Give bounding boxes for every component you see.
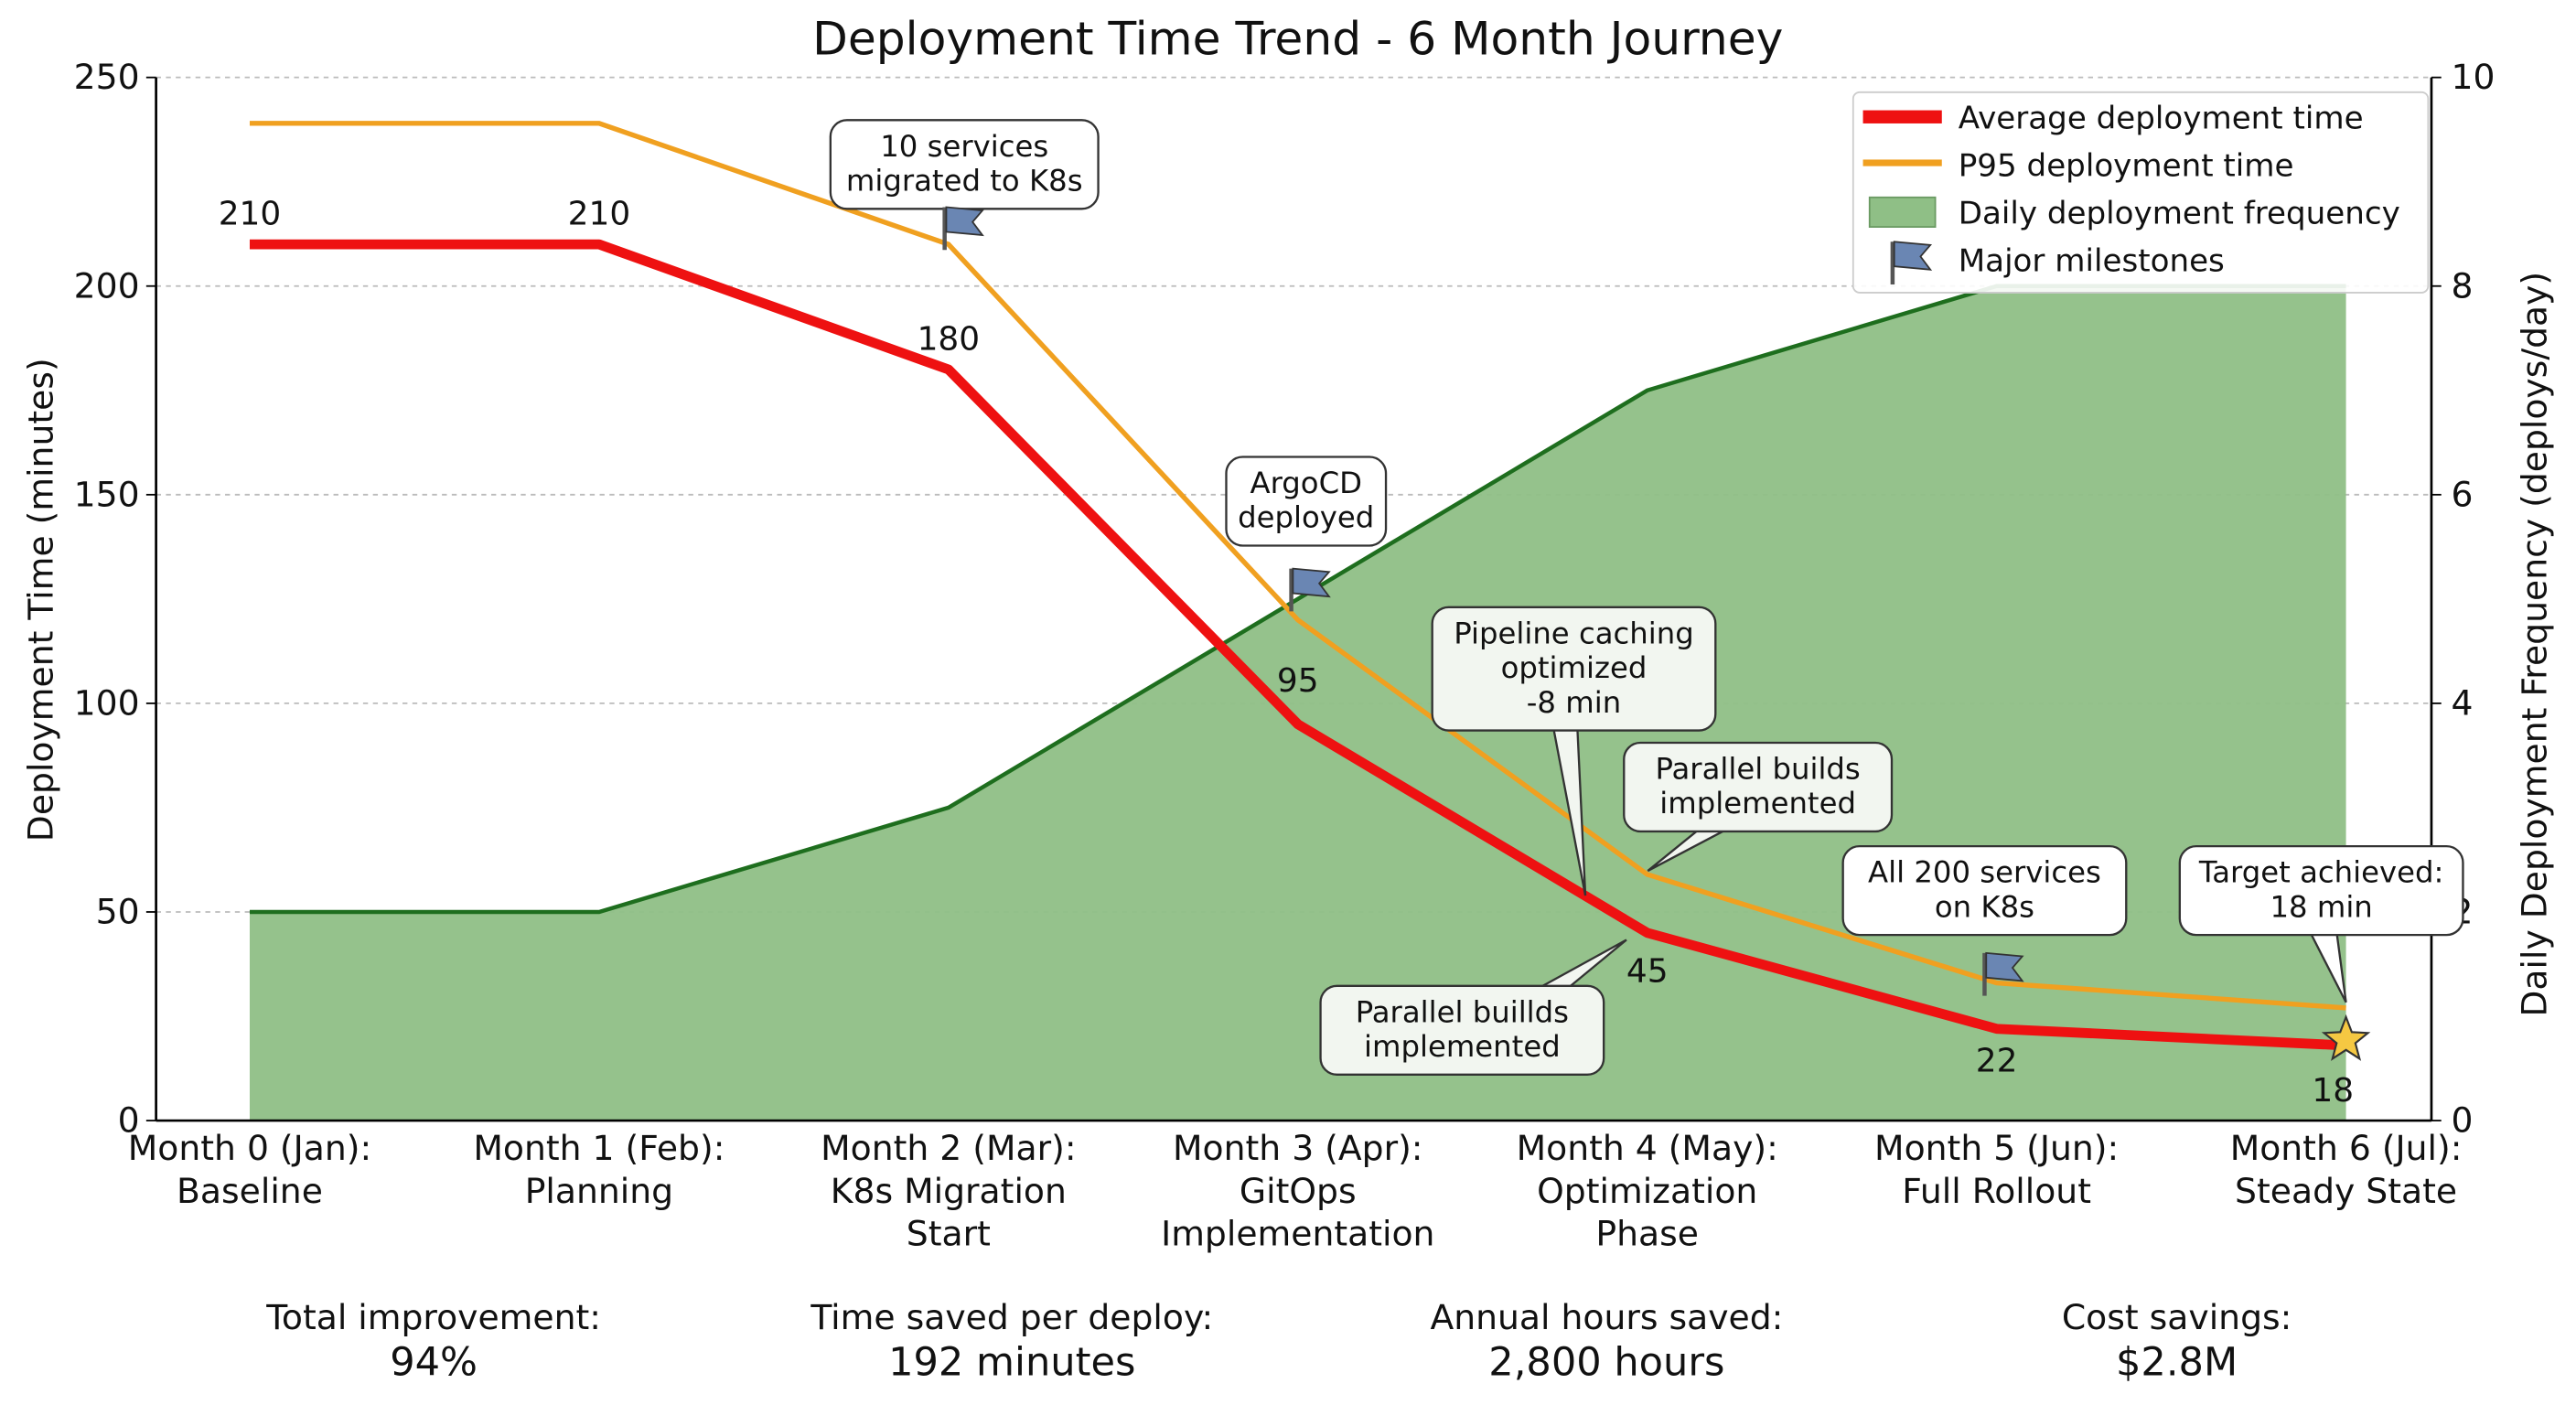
data-label: 18 (2312, 1072, 2354, 1110)
flag-icon (1890, 241, 1933, 284)
annotation-text: optimized (1501, 650, 1648, 685)
annotation-text: deployed (1238, 500, 1374, 535)
legend: Average deployment time P95 deployment ti… (1852, 91, 2430, 294)
annotation-text: Pipeline caching (1454, 616, 1694, 650)
data-label: 180 (918, 320, 981, 358)
y-tick-label: 200 (74, 265, 140, 306)
y2-tick-label: 8 (2452, 265, 2474, 306)
data-label: 95 (1277, 662, 1319, 700)
annotation-text: Target achieved: (2198, 855, 2444, 890)
flag-icon (1982, 951, 2024, 996)
stat-value: $2.8M (2116, 1339, 2238, 1385)
annotation-box (1623, 741, 1894, 833)
x-tick-label: Month 6 (Jul): (2230, 1128, 2463, 1168)
star-icon (2321, 1014, 2371, 1061)
legend-box (1852, 91, 2430, 294)
x-tick-label: Baseline (177, 1171, 323, 1211)
summary-stats: Total improvement:94% Time saved per depl… (265, 1297, 2292, 1385)
flag-icon (942, 206, 984, 251)
y-tick-label: 250 (74, 57, 140, 97)
flag-cloth (1985, 951, 2024, 982)
annotation-text: implemented (1659, 786, 1856, 820)
annotation-pointer (1551, 723, 1587, 896)
annotation-text: migrated to K8s (846, 164, 1083, 198)
data-label: 22 (1976, 1042, 2018, 1079)
x-tick-label: Start (907, 1214, 991, 1254)
data-labels: 210 210 180 95 45 22 18 (219, 196, 2354, 1110)
annotation-box (1841, 844, 2128, 937)
annotation-box (1319, 984, 1605, 1076)
annotation-text: -8 min (1527, 685, 1621, 720)
annotation-text: Parallel builds (1655, 752, 1860, 787)
flag-cloth (1292, 567, 1331, 598)
stat-value: 192 minutes (888, 1339, 1135, 1385)
y-tick-label: 150 (74, 474, 140, 514)
legend-swatch-average (1862, 110, 1942, 123)
annotation-text: implemented (1364, 1029, 1561, 1064)
annotation-text: All 200 services (1868, 855, 2101, 890)
x-tick-label: Optimization (1537, 1171, 1757, 1211)
stat-label: Total improvement: (265, 1297, 601, 1337)
data-label: 45 (1626, 953, 1669, 991)
y2-tick-label: 0 (2452, 1100, 2474, 1141)
p95-line (249, 121, 2346, 1011)
flag-cloth (945, 206, 984, 237)
y-axis-label: Deployment Time (minutes) (20, 358, 60, 842)
annotation-text: ArgoCD (1250, 466, 1362, 500)
series-lines (249, 121, 2346, 1051)
x-tick-label: GitOps (1240, 1171, 1357, 1211)
legend-label: P95 deployment time (1959, 147, 2294, 184)
annotation-text: 18 min (2270, 889, 2372, 924)
axes: 0501001502002500246810Month 0 (Jan):Base… (74, 57, 2496, 1253)
stat-label: Cost savings: (2062, 1297, 2292, 1337)
stat-value: 94% (390, 1339, 478, 1385)
x-tick-label: Steady State (2235, 1171, 2457, 1211)
y-tick-label: 0 (118, 1100, 140, 1141)
x-tick-label: Full Rollout (1902, 1171, 2091, 1211)
average-line (249, 239, 2346, 1051)
chart-title: Deployment Time Trend - 6 Month Journey (812, 12, 1783, 66)
x-tick-label: Planning (525, 1171, 673, 1211)
x-tick-label: Month 5 (Jun): (1874, 1128, 2119, 1168)
annotation-text: 10 services (880, 129, 1048, 164)
x-tick-label: Month 1 (Feb): (473, 1128, 724, 1168)
x-tick-label: Month 2 (Mar): (821, 1128, 1076, 1168)
y-tick-label: 50 (96, 892, 140, 932)
legend-swatch-p95 (1862, 159, 1942, 166)
legend-swatch-frequency (1868, 196, 1937, 228)
data-label: 210 (219, 196, 282, 233)
x-tick-label: Implementation (1161, 1214, 1434, 1254)
x-tick-label: Month 4 (May): (1517, 1128, 1778, 1168)
annotation-text: Parallel buillds (1356, 994, 1569, 1029)
stat-label: Annual hours saved: (1430, 1297, 1783, 1337)
flag-cloth (1893, 241, 1933, 271)
y2-tick-label: 4 (2452, 682, 2474, 723)
annotation-pointer (2307, 928, 2347, 1003)
y2-axis-label: Daily Deployment Frequency (deploys/day) (2515, 272, 2555, 1017)
legend-label: Average deployment time (1959, 100, 2364, 136)
data-label: 210 (568, 196, 631, 233)
stat-label: Time saved per deploy: (810, 1297, 1213, 1337)
frequency-area-fill (249, 285, 2346, 1121)
y2-tick-label: 10 (2452, 57, 2496, 97)
y-tick-label: 100 (74, 682, 140, 723)
y2-tick-label: 6 (2452, 474, 2474, 514)
flag-icon (1289, 567, 1331, 612)
annotation-box (1431, 606, 1717, 732)
x-tick-label: Month 3 (Apr): (1173, 1128, 1422, 1168)
annotation-text: on K8s (1935, 889, 2034, 924)
x-tick-label: Month 0 (Jan): (128, 1128, 371, 1168)
stat-value: 2,800 hours (1488, 1339, 1724, 1385)
legend-label: Daily deployment frequency (1959, 195, 2400, 231)
annotation-box (1225, 456, 1388, 547)
annotation-pointer (1647, 820, 1743, 873)
legend-label: Major milestones (1959, 243, 2225, 280)
annotation-box (2178, 844, 2464, 937)
x-tick-label: K8s Migration (831, 1171, 1067, 1211)
x-tick-label: Phase (1595, 1214, 1699, 1254)
annotation-pointer (1527, 938, 1627, 995)
